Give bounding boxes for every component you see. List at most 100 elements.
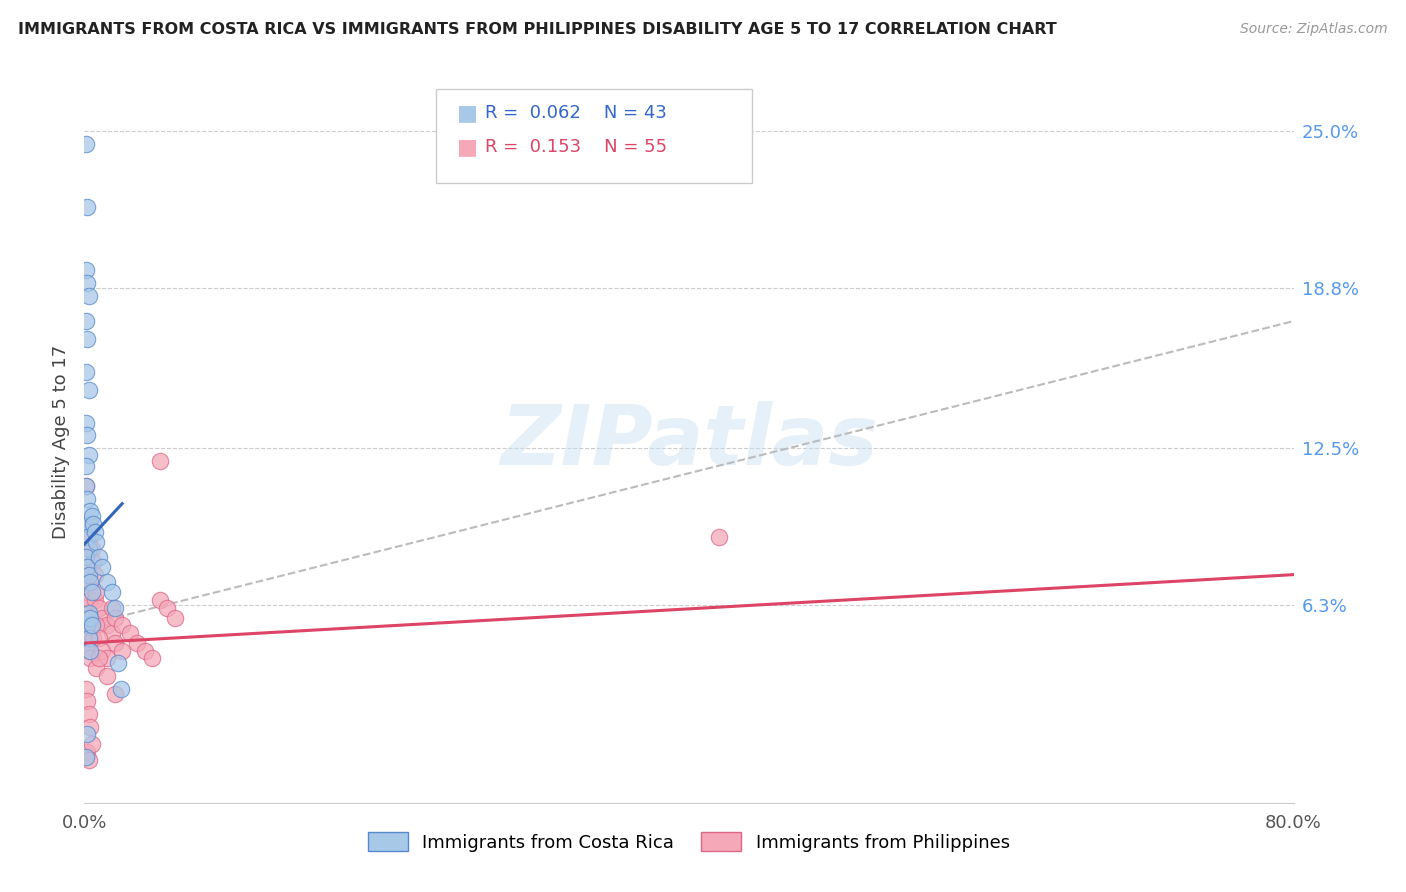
Point	[149, 453, 172, 467]
Point	[77, 753, 100, 767]
Point	[110, 681, 132, 696]
Point	[84, 567, 107, 582]
Point	[111, 643, 134, 657]
Y-axis label: Disability Age 5 to 17: Disability Age 5 to 17	[52, 344, 70, 539]
Point	[96, 575, 118, 590]
Point	[79, 504, 101, 518]
Point	[86, 585, 108, 599]
Legend: Immigrants from Costa Rica, Immigrants from Philippines: Immigrants from Costa Rica, Immigrants f…	[361, 825, 1017, 859]
Point	[127, 636, 149, 650]
Point	[111, 618, 134, 632]
Point	[77, 383, 100, 397]
Point	[79, 530, 101, 544]
Point	[79, 651, 101, 665]
Text: R =  0.153    N = 55: R = 0.153 N = 55	[485, 138, 668, 156]
Point	[75, 263, 97, 277]
Point	[104, 636, 127, 650]
Point	[89, 549, 111, 564]
Point	[96, 651, 118, 665]
Point	[76, 567, 98, 582]
Point	[79, 575, 101, 590]
Point	[77, 631, 100, 645]
Point	[82, 631, 104, 645]
Point	[76, 200, 98, 214]
Point	[79, 643, 101, 657]
Point	[79, 720, 101, 734]
Point	[77, 643, 100, 657]
Point	[80, 509, 103, 524]
Point	[77, 289, 100, 303]
Point	[82, 555, 104, 569]
Point	[75, 136, 97, 151]
Point	[77, 516, 100, 531]
Point	[91, 643, 114, 657]
Point	[165, 611, 187, 625]
Text: ■: ■	[457, 137, 478, 157]
Point	[86, 618, 108, 632]
Point	[76, 694, 98, 708]
Point	[76, 560, 98, 574]
Point	[77, 618, 100, 632]
Point	[156, 600, 179, 615]
Point	[75, 365, 97, 379]
Point	[89, 651, 111, 665]
Point	[82, 516, 104, 531]
Point	[75, 479, 97, 493]
Point	[91, 560, 114, 574]
Point	[75, 575, 97, 590]
Point	[75, 750, 97, 764]
Point	[100, 585, 122, 599]
Point	[80, 585, 103, 599]
Point	[104, 687, 127, 701]
Point	[80, 618, 103, 632]
Point	[75, 516, 97, 531]
Point	[75, 549, 97, 564]
Text: R =  0.062    N = 43: R = 0.062 N = 43	[485, 104, 666, 122]
Point	[89, 631, 111, 645]
Point	[80, 542, 103, 557]
Point	[77, 567, 100, 582]
Point	[76, 428, 98, 442]
Point	[77, 542, 100, 557]
Point	[75, 314, 97, 328]
Point	[76, 745, 98, 759]
Point	[709, 530, 731, 544]
Point	[75, 681, 97, 696]
Point	[76, 611, 98, 625]
Point	[134, 643, 156, 657]
Point	[76, 618, 98, 632]
Point	[76, 530, 98, 544]
Point	[96, 618, 118, 632]
Point	[77, 449, 100, 463]
Point	[77, 606, 100, 620]
Point	[77, 580, 100, 594]
Point	[100, 626, 122, 640]
Text: IMMIGRANTS FROM COSTA RICA VS IMMIGRANTS FROM PHILIPPINES DISABILITY AGE 5 TO 17: IMMIGRANTS FROM COSTA RICA VS IMMIGRANTS…	[18, 22, 1057, 37]
Point	[84, 593, 107, 607]
Point	[107, 657, 129, 671]
Point	[75, 416, 97, 430]
Point	[104, 611, 127, 625]
Point	[75, 600, 97, 615]
Point	[76, 727, 98, 741]
Point	[86, 661, 108, 675]
Point	[76, 585, 98, 599]
Point	[76, 636, 98, 650]
Point	[79, 593, 101, 607]
Point	[100, 600, 122, 615]
Point	[76, 276, 98, 290]
Text: ZIPatlas: ZIPatlas	[501, 401, 877, 482]
Point	[118, 626, 141, 640]
Point	[76, 332, 98, 346]
Point	[91, 611, 114, 625]
Point	[79, 611, 101, 625]
Point	[149, 593, 172, 607]
Point	[75, 626, 97, 640]
Point	[141, 651, 163, 665]
Text: Source: ZipAtlas.com: Source: ZipAtlas.com	[1240, 22, 1388, 37]
Point	[104, 600, 127, 615]
Point	[80, 738, 103, 752]
Point	[80, 618, 103, 632]
Text: ■: ■	[457, 103, 478, 123]
Point	[75, 479, 97, 493]
